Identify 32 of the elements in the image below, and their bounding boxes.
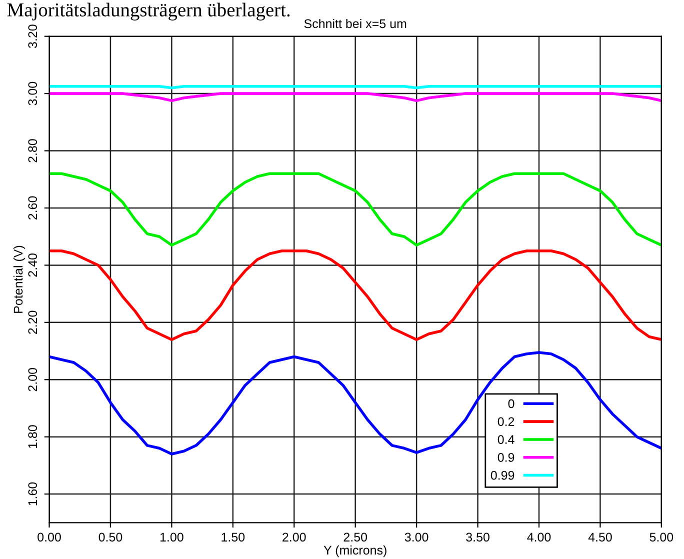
- y-tick-label: 3.00: [28, 82, 38, 106]
- x-tick-label: 4.50: [588, 532, 612, 542]
- x-tick-label: 3.00: [404, 532, 428, 542]
- legend-label: 0.4: [498, 435, 514, 444]
- legend-label: 0.9: [498, 453, 514, 462]
- text: Majoritätsladungsträgern überlagert.: [7, 2, 290, 20]
- chart-title: Schnitt bei x=5 um: [304, 18, 406, 28]
- x-tick-label: 3.50: [466, 532, 490, 542]
- x-tick-label: 2.00: [282, 532, 306, 542]
- y-tick-label: 2.20: [28, 310, 38, 334]
- y-tick-label: 2.00: [28, 368, 38, 392]
- x-tick-label: 1.50: [222, 532, 245, 542]
- x-tick-label: 0.50: [98, 532, 122, 542]
- x-tick-label: 5.00: [650, 532, 674, 542]
- x-tick-label: 1.00: [160, 532, 184, 542]
- legend-label: 0: [508, 399, 514, 408]
- line-series: [49, 250, 662, 341]
- y-tick-label: 1.80: [28, 425, 38, 448]
- y-tick-label: 1.60: [28, 482, 38, 506]
- y-axis-title: Potential (V): [13, 246, 26, 313]
- x-tick-label: 4.00: [527, 532, 551, 542]
- y-tick-label: 2.40: [28, 254, 38, 277]
- y-tick-label: 2.80: [28, 139, 38, 162]
- y-tick-label: 2.60: [28, 196, 38, 220]
- y-tick-label: 3.20: [28, 24, 38, 48]
- x-tick-label: 0.00: [38, 532, 61, 542]
- legend-label: 0.2: [498, 417, 514, 426]
- legend-label: 0.99: [490, 470, 514, 480]
- line-series: [49, 172, 662, 247]
- x-tick-label: 2.50: [344, 532, 368, 542]
- line-series: [49, 92, 662, 102]
- x-axis-title: Y (microns): [324, 545, 386, 558]
